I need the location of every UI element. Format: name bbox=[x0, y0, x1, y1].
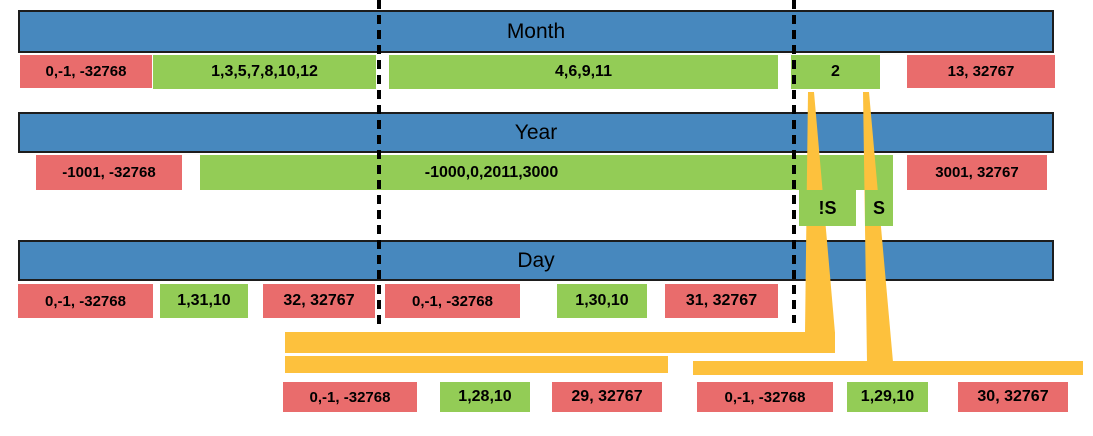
day-class-valid-30: 1,30,10 bbox=[557, 284, 647, 318]
year-class-invalid-low: -1001, -32768 bbox=[36, 155, 182, 190]
year-class-invalid-high: 3001, 32767 bbox=[907, 155, 1047, 190]
day-bar-label: Day bbox=[517, 248, 555, 272]
year-class-valid-label: -1000,0,2011,3000 bbox=[424, 163, 559, 181]
month-class-30-day-months: 4,6,9,11 bbox=[389, 55, 778, 89]
month-class-invalid-high: 13, 32767 bbox=[907, 55, 1055, 88]
flow-bar-leap bbox=[693, 361, 1083, 375]
condition-leap-box: S bbox=[865, 190, 893, 226]
funnel-leap bbox=[863, 92, 893, 362]
feb-leap-class-invalid-high: 30, 32767 bbox=[958, 382, 1068, 412]
month-bar: Month bbox=[18, 10, 1054, 53]
month-bar-label: Month bbox=[506, 19, 566, 43]
year-bar-label: Year bbox=[514, 120, 558, 144]
feb-nonleap-class-invalid-high: 29, 32767 bbox=[552, 382, 662, 412]
flow-bar-nonleap-upper bbox=[285, 332, 835, 353]
year-bar: Year bbox=[18, 112, 1054, 153]
year-class-valid: -1000,0,2011,3000 bbox=[200, 155, 893, 190]
month-class-invalid-low: 0,-1, -32768 bbox=[20, 55, 152, 88]
day-class-invalid-high-30: 31, 32767 bbox=[665, 284, 778, 318]
condition-not-leap-box: !S bbox=[799, 190, 856, 226]
flow-bar-nonleap-lower bbox=[285, 356, 668, 373]
feb-nonleap-class-valid: 1,28,10 bbox=[440, 382, 530, 412]
month-class-31-day-months: 1,3,5,7,8,10,12 bbox=[153, 55, 376, 89]
feb-leap-class-invalid-low: 0,-1, -32768 bbox=[697, 382, 833, 412]
day-class-valid-31: 1,31,10 bbox=[160, 284, 248, 318]
month-class-february: 2 bbox=[791, 55, 880, 89]
day-class-invalid-low-31: 0,-1, -32768 bbox=[18, 284, 153, 318]
day-class-invalid-low-30: 0,-1, -32768 bbox=[385, 284, 520, 318]
day-class-invalid-high-31: 32, 32767 bbox=[263, 284, 375, 318]
feb-leap-class-valid: 1,29,10 bbox=[847, 382, 928, 412]
partition-dashed-line-left bbox=[377, 0, 381, 325]
partition-dashed-line-right bbox=[792, 0, 796, 323]
feb-nonleap-class-invalid-low: 0,-1, -32768 bbox=[283, 382, 417, 412]
